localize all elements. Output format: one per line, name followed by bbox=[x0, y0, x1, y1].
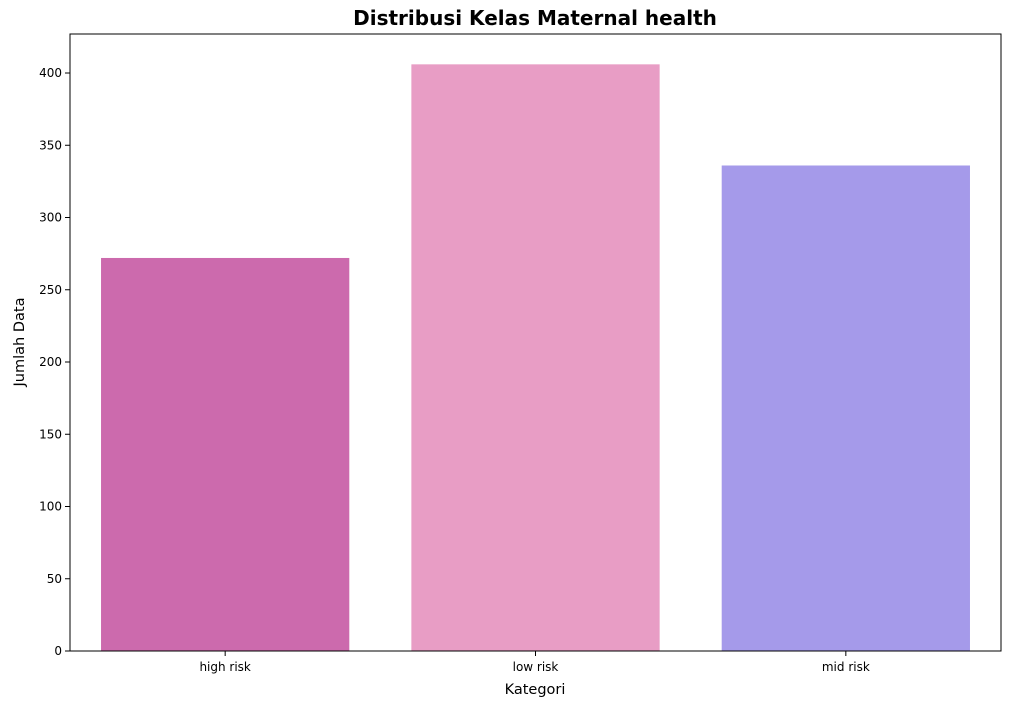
y-tick-label: 200 bbox=[39, 355, 62, 369]
chart-title: Distribusi Kelas Maternal health bbox=[353, 6, 717, 30]
y-tick-label: 50 bbox=[47, 572, 62, 586]
x-axis-label: Kategori bbox=[505, 682, 566, 698]
y-tick-label: 0 bbox=[54, 644, 62, 658]
y-tick-label: 350 bbox=[39, 138, 62, 152]
y-tick-label: 250 bbox=[39, 283, 62, 297]
plot-area: 0 50 100 150 200 250 300 350 400 high risk low ris… bbox=[39, 33, 1002, 674]
x-tick-label-low-risk: low risk bbox=[513, 660, 559, 674]
x-tick-label-high-risk: high risk bbox=[199, 660, 250, 674]
y-tick-label: 150 bbox=[39, 427, 62, 441]
y-axis-label: Jumlah Data bbox=[12, 298, 28, 388]
y-tick-label: 300 bbox=[39, 211, 62, 225]
y-tick-label: 400 bbox=[39, 66, 62, 80]
y-tick-label: 100 bbox=[39, 500, 62, 514]
bar-mid-risk bbox=[721, 165, 970, 652]
bar-low-risk bbox=[411, 64, 660, 652]
bar-high-risk bbox=[101, 257, 350, 651]
x-tick-label-mid-risk: mid risk bbox=[822, 660, 870, 674]
